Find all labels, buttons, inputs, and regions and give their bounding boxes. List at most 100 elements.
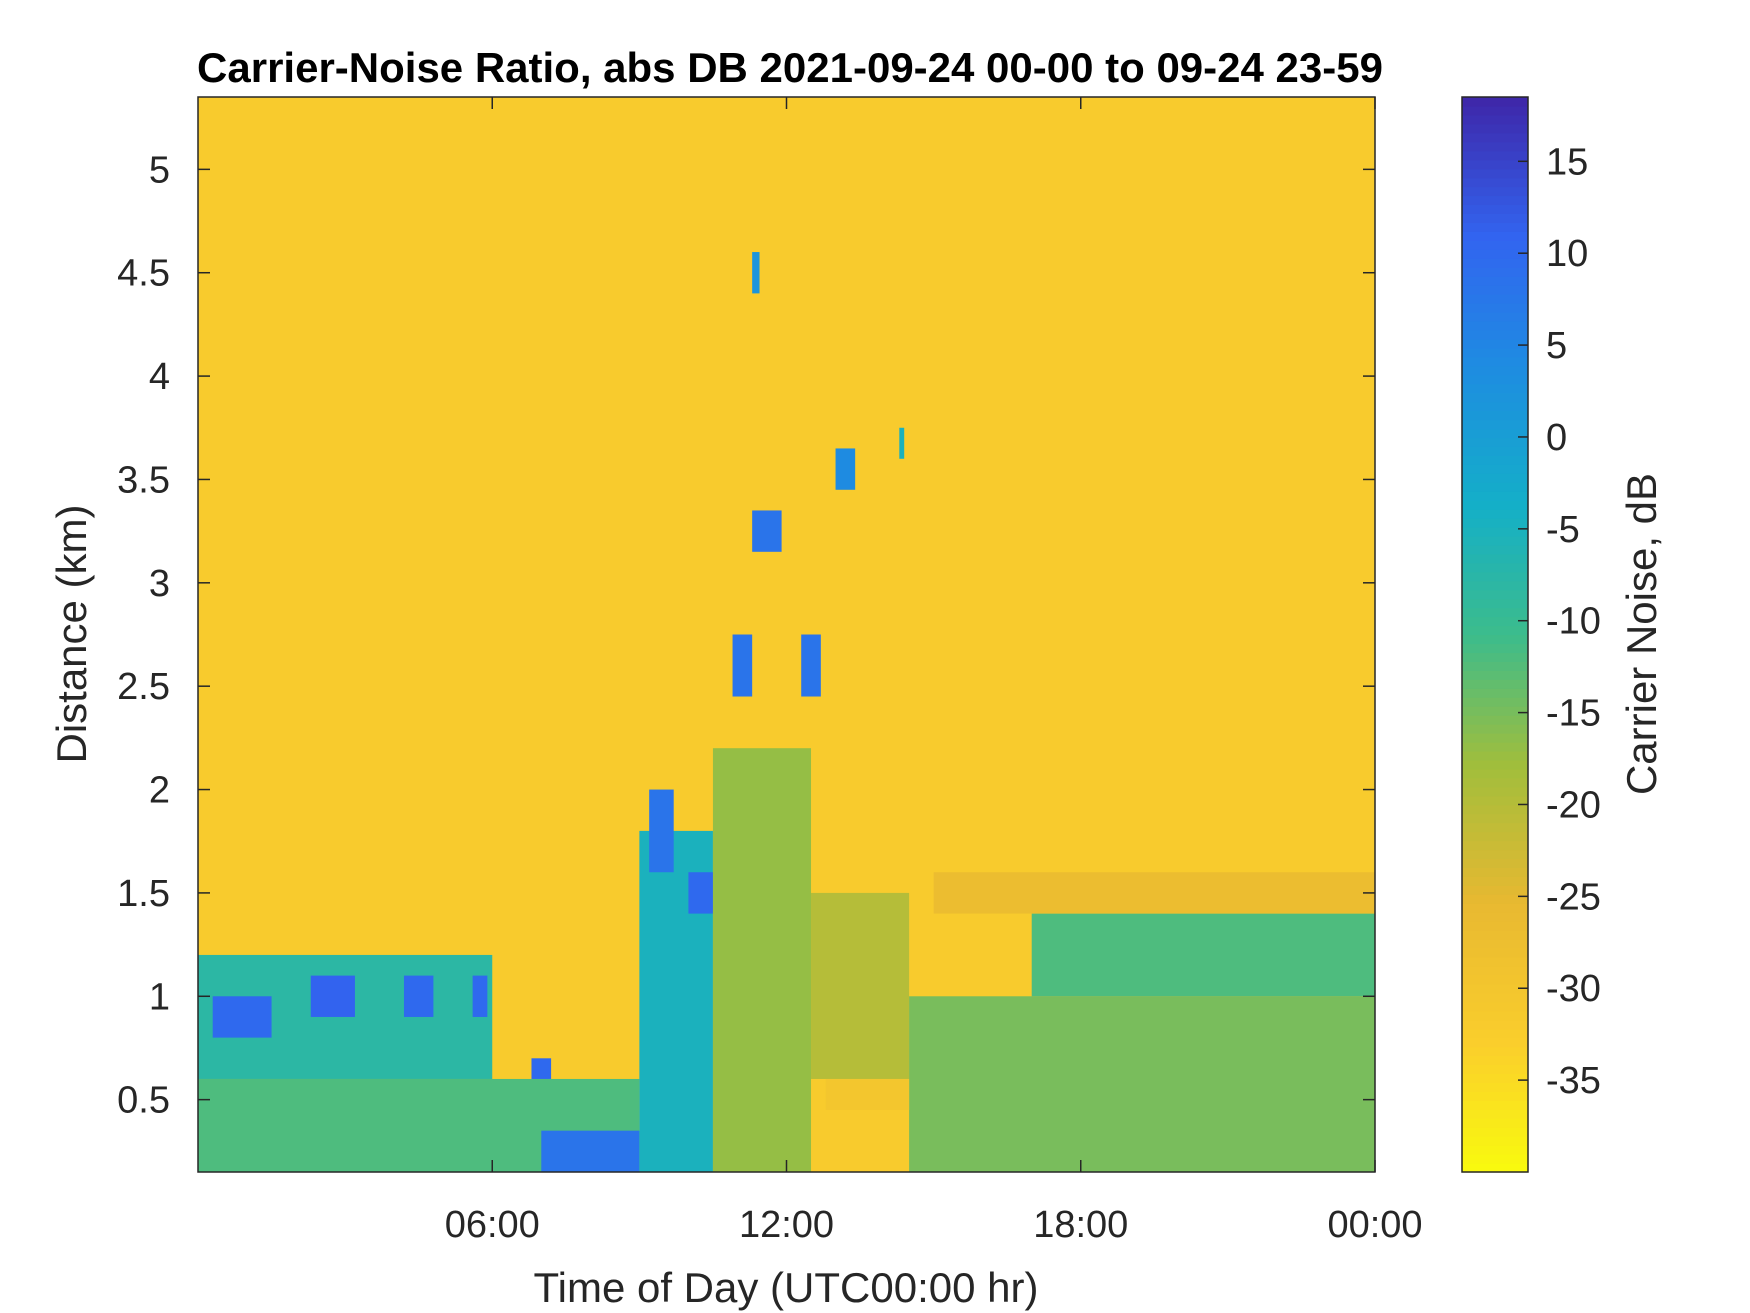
y-tick-label: 5 — [149, 149, 170, 191]
colorbar-segment — [1462, 571, 1528, 582]
heatmap-cell — [1031, 913, 1375, 997]
heatmap-cell — [212, 996, 272, 1038]
colorbar-segment — [1462, 410, 1528, 421]
colorbar-segment — [1462, 150, 1528, 161]
colorbar-tick-label: -15 — [1546, 693, 1601, 735]
y-axis-ticks: 0.5 1 1.5 2 2.5 3 3.5 4 4.5 5 — [117, 149, 1375, 1122]
x-axis-ticks: 06:00 12:00 18:00 00:00 — [445, 97, 1423, 1246]
heatmap-cell — [403, 975, 434, 1017]
colorbar-segment — [1462, 1082, 1528, 1092]
heatmap-plot-area — [197, 96, 1376, 1173]
colorbar-segment — [1462, 1055, 1528, 1066]
heatmap-cell — [649, 789, 674, 873]
colorbar-segment — [1462, 697, 1528, 707]
colorbar-tick-label: 5 — [1546, 325, 1567, 367]
colorbar-segment — [1462, 303, 1528, 313]
colorbar-segment — [1462, 876, 1528, 886]
colorbar-segment — [1462, 553, 1528, 564]
colorbar-segment — [1462, 428, 1528, 439]
x-tick-label: 18:00 — [1033, 1204, 1128, 1246]
colorbar-segment — [1462, 186, 1528, 197]
colorbar-segment — [1462, 249, 1528, 259]
colorbar-segment — [1462, 231, 1528, 241]
colorbar-segment — [1462, 867, 1528, 877]
heatmap-cell — [933, 872, 1375, 914]
colorbar-segment — [1462, 123, 1528, 134]
colorbar-segment — [1462, 356, 1528, 367]
colorbar-segment — [1462, 1037, 1528, 1048]
colorbar: 15 10 5 0 -5 -10 -15 -20 -25 -30 -35 Carrier Noise… — [1461, 96, 1665, 1173]
colorbar-segment — [1462, 795, 1528, 806]
colorbar-segment — [1462, 527, 1528, 537]
colorbar-segment — [1462, 777, 1528, 788]
colorbar-segment — [1462, 733, 1528, 743]
y-tick-label: 0.5 — [117, 1080, 170, 1122]
colorbar-segment — [1462, 1091, 1528, 1101]
colorbar-segment — [1462, 518, 1528, 528]
colorbar-segment — [1462, 392, 1528, 403]
y-tick-label: 1.5 — [117, 873, 170, 915]
colorbar-segment — [1462, 1145, 1528, 1155]
colorbar-segment — [1462, 365, 1528, 376]
colorbar-segment — [1462, 473, 1528, 483]
x-tick-label: 00:00 — [1327, 1204, 1422, 1246]
colorbar-segment — [1462, 768, 1528, 779]
colorbar-segment — [1462, 921, 1528, 931]
x-axis-label: Time of Day (UTC00:00 hr) — [534, 1264, 1039, 1311]
colorbar-segment — [1462, 894, 1528, 904]
colorbar-segment — [1462, 383, 1528, 394]
colorbar-segment — [1462, 1100, 1528, 1110]
colorbar-segment — [1462, 616, 1528, 627]
colorbar-segment — [1462, 437, 1528, 447]
heatmap-cell — [899, 427, 905, 459]
heatmap-cell — [541, 1130, 640, 1172]
colorbar-tick-label: -10 — [1546, 601, 1601, 643]
colorbar-segment — [1462, 562, 1528, 573]
colorbar-tick-label: -30 — [1546, 968, 1601, 1010]
colorbar-segment — [1462, 858, 1528, 869]
colorbar-segment — [1462, 509, 1528, 519]
heatmap-cell — [811, 892, 910, 1079]
colorbar-segment — [1462, 849, 1528, 860]
colorbar-segment — [1462, 670, 1528, 680]
colorbar-segment — [1462, 580, 1528, 591]
colorbar-tick-label: -5 — [1546, 509, 1580, 551]
colorbar-frame — [1461, 96, 1529, 1173]
heatmap-cell — [752, 510, 782, 552]
heatmap-cell — [909, 996, 1375, 1172]
colorbar-segment — [1462, 715, 1528, 725]
colorbar-segment — [1462, 643, 1528, 654]
colorbar-segment — [1462, 312, 1528, 322]
colorbar-gradient — [1462, 97, 1528, 1173]
colorbar-segment — [1462, 455, 1528, 465]
colorbar-segment — [1462, 607, 1528, 618]
colorbar-segment — [1462, 482, 1528, 492]
colorbar-segment — [1462, 338, 1528, 349]
colorbar-segment — [1462, 1154, 1528, 1164]
colorbar-tick-label: -35 — [1546, 1060, 1601, 1102]
colorbar-tick-label: -20 — [1546, 784, 1601, 826]
heatmap-cell — [752, 252, 760, 294]
colorbar-segment — [1462, 939, 1528, 949]
colorbar-segment — [1462, 222, 1528, 232]
x-tick-label: 06:00 — [445, 1204, 540, 1246]
colorbar-segment — [1462, 195, 1528, 206]
colorbar-segment — [1462, 983, 1528, 994]
colorbar-segment — [1462, 204, 1528, 215]
colorbar-segment — [1462, 419, 1528, 430]
colorbar-tick-label: 0 — [1546, 417, 1567, 459]
colorbar-segment — [1462, 688, 1528, 698]
heatmap-cell — [825, 1078, 910, 1110]
colorbar-segment — [1462, 374, 1528, 385]
colorbar-segment — [1462, 625, 1528, 636]
colorbar-segment — [1462, 1001, 1528, 1012]
colorbar-segment — [1462, 885, 1528, 895]
colorbar-segment — [1462, 114, 1528, 125]
colorbar-segment — [1462, 589, 1528, 600]
y-tick-label: 2 — [149, 770, 170, 812]
colorbar-segment — [1462, 132, 1528, 143]
colorbar-segment — [1462, 1136, 1528, 1146]
colorbar-segment — [1462, 320, 1528, 331]
colorbar-segment — [1462, 267, 1528, 277]
